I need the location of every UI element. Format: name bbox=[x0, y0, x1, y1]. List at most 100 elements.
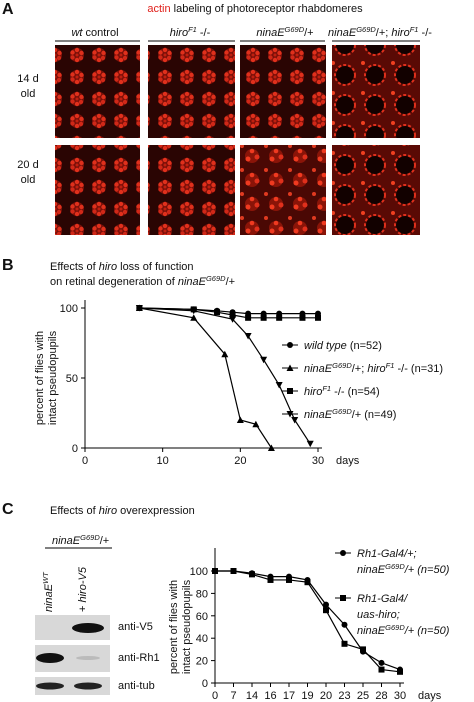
marker bbox=[252, 420, 260, 428]
row-label: old bbox=[21, 88, 36, 100]
panel-title: Effects of hiro overexpression bbox=[50, 505, 195, 517]
marker bbox=[378, 659, 385, 666]
y-axis-label: intact pseudopupils bbox=[47, 330, 59, 425]
panel-label: A bbox=[2, 1, 14, 18]
marker bbox=[378, 666, 385, 673]
text-part: /+ bbox=[304, 27, 313, 39]
x-tick-label: 20 bbox=[234, 455, 246, 467]
x-tick-label: 16 bbox=[264, 690, 276, 702]
text-part: WT bbox=[41, 571, 50, 584]
y-tick-label: 80 bbox=[196, 588, 208, 600]
panel-title: Effects of hiro loss of function bbox=[50, 261, 194, 273]
text-part: uas-hiro; bbox=[357, 609, 400, 621]
marker bbox=[286, 364, 294, 371]
text-part: hiro bbox=[99, 505, 117, 517]
text-part: /+; bbox=[376, 27, 392, 39]
micrograph bbox=[148, 45, 235, 138]
marker bbox=[340, 595, 346, 601]
text-part: ninaE bbox=[304, 363, 333, 375]
text-part: hiro bbox=[391, 27, 409, 39]
marker bbox=[306, 440, 314, 448]
x-tick-label: 19 bbox=[301, 690, 313, 702]
marker bbox=[286, 576, 292, 583]
text-part: G69D bbox=[332, 407, 352, 416]
marker bbox=[341, 640, 348, 647]
marker bbox=[315, 314, 321, 321]
y-tick-label: 0 bbox=[202, 678, 208, 690]
band bbox=[36, 682, 64, 690]
text-part: + bbox=[77, 603, 89, 612]
micrograph bbox=[55, 145, 140, 235]
text-part: Effects of bbox=[50, 505, 99, 517]
text-part: -/- (n=54) bbox=[331, 386, 380, 398]
column-label: wt control bbox=[71, 27, 118, 39]
text-part: /+ bbox=[100, 535, 109, 547]
text-part: /+ (n=50) bbox=[404, 564, 450, 576]
marker bbox=[287, 388, 293, 394]
marker bbox=[287, 342, 293, 348]
text-part: hiro bbox=[367, 363, 385, 375]
text-part: G69D bbox=[80, 533, 100, 542]
x-axis-label: days bbox=[336, 455, 360, 467]
text-part: G69D bbox=[285, 25, 305, 34]
x-tick-label: 10 bbox=[157, 455, 169, 467]
text-part: loss of function bbox=[117, 261, 193, 273]
text-part: (n=52) bbox=[347, 340, 382, 352]
marker bbox=[340, 550, 346, 556]
marker bbox=[286, 411, 294, 418]
legend-label: Rh1-Gal4/+; bbox=[357, 548, 417, 560]
text-part: /+ (n=49) bbox=[352, 409, 397, 421]
blot-strip bbox=[35, 677, 110, 695]
x-tick-label: 30 bbox=[394, 690, 406, 702]
y-tick-label: 100 bbox=[190, 566, 208, 578]
blot bbox=[35, 547, 112, 695]
panel-label: C bbox=[2, 501, 14, 518]
marker bbox=[230, 568, 237, 574]
x-axis-label: days bbox=[418, 690, 442, 702]
text-part: ninaE bbox=[178, 276, 207, 288]
text-part: -/- bbox=[418, 27, 432, 39]
band bbox=[76, 656, 100, 660]
lane-label: ninaEWT bbox=[41, 571, 56, 612]
legend-label: ninaEG69D/+ (n=50) bbox=[357, 623, 450, 638]
text-part: ninaE bbox=[304, 409, 333, 421]
marker bbox=[245, 314, 252, 321]
marker bbox=[275, 382, 283, 389]
text-part: /+ bbox=[226, 276, 235, 288]
row-label: old bbox=[21, 174, 36, 186]
text-part: wild type bbox=[304, 340, 347, 352]
column-label: ninaEG69D/+ bbox=[256, 25, 313, 40]
marker bbox=[323, 601, 329, 608]
text-part: ninaE bbox=[43, 583, 55, 612]
y-axis-label: intact pseudopupils bbox=[181, 579, 193, 674]
text-part: overexpression bbox=[117, 505, 195, 517]
x-tick-label: 7 bbox=[230, 690, 236, 702]
x-tick-label: 20 bbox=[320, 690, 332, 702]
marker bbox=[304, 579, 311, 586]
text-part: on retinal degeneration of bbox=[50, 276, 178, 288]
panel-title: actin labeling of photoreceptor rhabdome… bbox=[147, 3, 363, 15]
x-tick-label: 23 bbox=[338, 690, 350, 702]
text-part: Rh1-Gal4/+; bbox=[357, 548, 417, 560]
marker bbox=[244, 333, 252, 340]
y-axis-label: percent of flies with bbox=[168, 580, 180, 674]
y-axis-label: percent of flies with bbox=[34, 331, 46, 425]
panel-title: on retinal degeneration of ninaEG69D/+ bbox=[50, 274, 235, 289]
marker bbox=[299, 314, 306, 321]
legend-label: Rh1-Gal4/ bbox=[357, 593, 408, 605]
text-part: hiro bbox=[304, 386, 322, 398]
x-tick-label: 25 bbox=[357, 690, 369, 702]
marker bbox=[135, 305, 143, 312]
text-part: wt bbox=[71, 27, 83, 39]
marker bbox=[323, 607, 329, 614]
y-tick-label: 0 bbox=[72, 443, 78, 455]
text-part: G69D bbox=[206, 274, 226, 283]
legend-label: wild type (n=52) bbox=[304, 340, 382, 352]
micrograph bbox=[148, 145, 235, 235]
micrograph bbox=[240, 45, 326, 138]
text-part: ninaE bbox=[328, 27, 357, 39]
lane-label: + hiro-V5 bbox=[77, 566, 89, 612]
x-tick-label: 0 bbox=[212, 690, 218, 702]
marker bbox=[249, 571, 255, 578]
